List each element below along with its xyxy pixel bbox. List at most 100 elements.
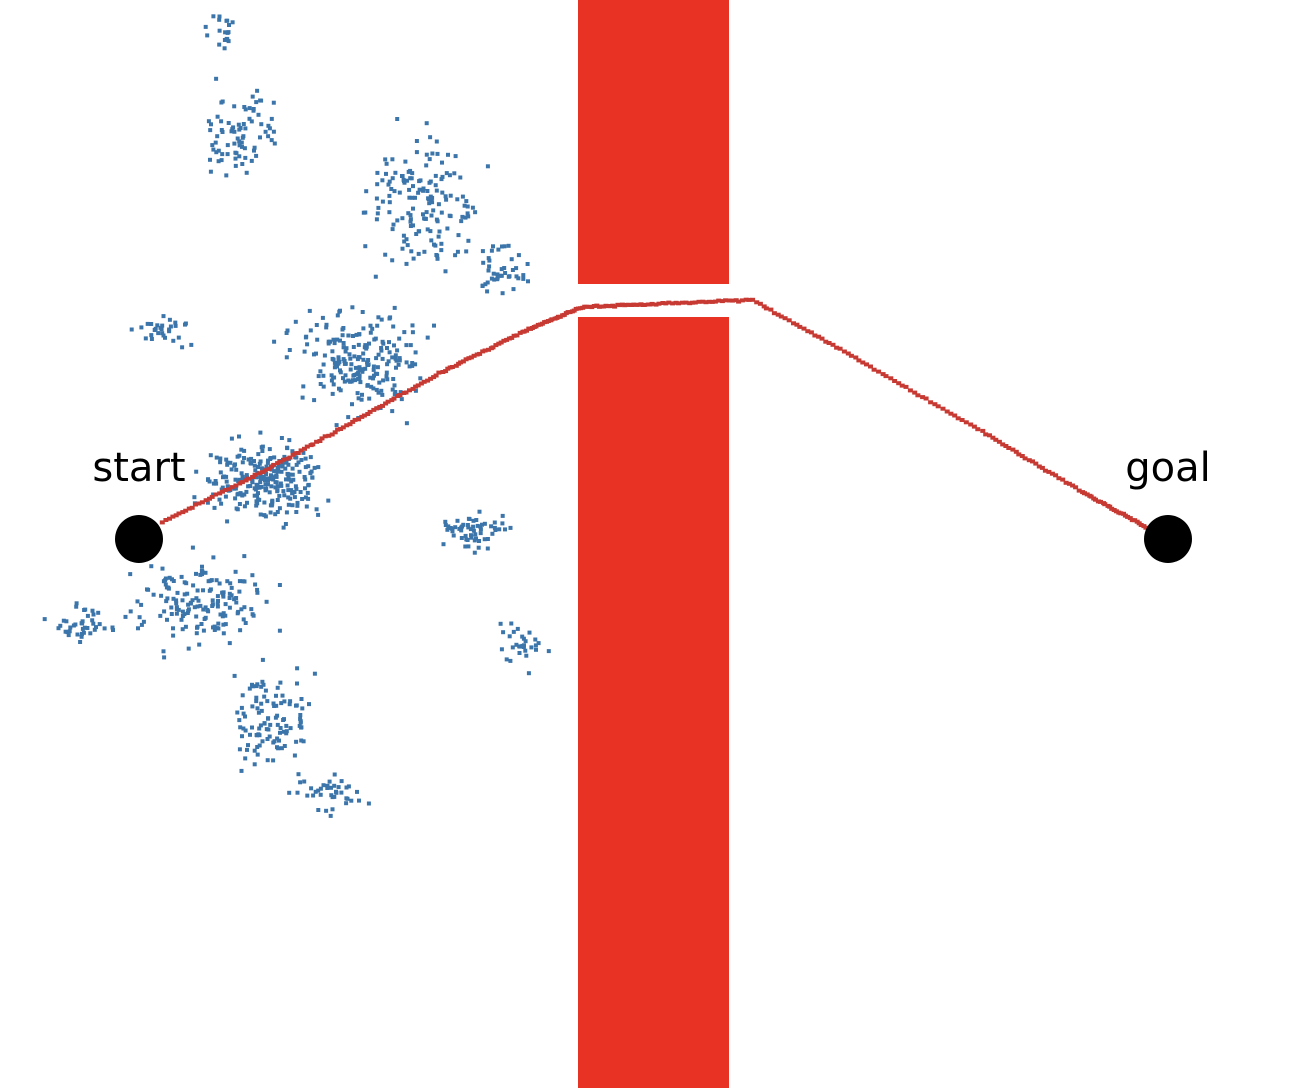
path-point (233, 483, 239, 488)
explored-point (456, 233, 461, 238)
explored-point (318, 382, 323, 386)
path-point (816, 334, 822, 339)
path-point (944, 409, 950, 414)
explored-point (239, 471, 244, 476)
explored-point (302, 475, 307, 479)
explored-point (455, 518, 460, 523)
explored-point (275, 685, 280, 690)
explored-point (395, 218, 400, 223)
explored-point (273, 715, 278, 720)
explored-point (294, 462, 299, 467)
explored-point (300, 497, 305, 501)
explored-point (240, 144, 244, 149)
explored-point (208, 587, 213, 592)
explored-point (336, 357, 341, 362)
explored-point (275, 498, 280, 502)
explored-point (241, 134, 246, 139)
explored-point (480, 249, 485, 254)
explored-point (83, 607, 88, 612)
explored-point (174, 611, 179, 616)
explored-point (245, 500, 249, 505)
path-point (281, 457, 286, 462)
path-point (356, 417, 362, 422)
explored-point (486, 268, 491, 273)
explored-point (380, 199, 385, 204)
explored-point (390, 176, 395, 181)
path-point (298, 448, 304, 453)
explored-point (461, 522, 466, 527)
explored-point (206, 609, 211, 614)
path-point (1022, 456, 1028, 461)
explored-point (400, 246, 405, 251)
explored-point (303, 465, 308, 470)
explored-point (304, 504, 309, 509)
explored-point (149, 337, 154, 341)
explored-point (199, 622, 204, 626)
explored-point (343, 373, 348, 378)
path-point (841, 349, 847, 354)
explored-point (380, 178, 385, 183)
explored-point (286, 472, 290, 477)
explored-point (522, 643, 526, 648)
explored-point (252, 459, 256, 463)
explored-point (445, 527, 450, 532)
explored-point (367, 341, 371, 346)
path-point (193, 502, 198, 507)
explored-point (258, 474, 263, 479)
path-point (203, 498, 209, 503)
explored-point (328, 813, 333, 818)
explored-point (291, 477, 296, 482)
explored-point (470, 205, 475, 210)
path-point (750, 297, 756, 302)
explored-point (241, 617, 246, 622)
explored-point (241, 711, 246, 716)
path-point (250, 475, 256, 479)
explored-point (385, 362, 390, 367)
explored-point (485, 289, 490, 294)
explored-point (247, 686, 252, 691)
explored-point (338, 338, 342, 343)
explored-point (286, 488, 291, 493)
path-point (463, 357, 469, 362)
explored-point (407, 195, 412, 200)
path-point (329, 432, 335, 437)
explored-point (511, 287, 516, 292)
explored-point (286, 495, 291, 500)
explored-point (221, 611, 226, 616)
explored-point (94, 625, 98, 630)
explored-point (139, 325, 144, 330)
explored-point (376, 315, 381, 320)
explored-point (217, 14, 222, 19)
explored-point (255, 706, 260, 711)
explored-point (74, 601, 79, 606)
explored-point (143, 336, 148, 341)
path-point (167, 516, 172, 521)
explored-point (183, 624, 188, 629)
explored-point (298, 716, 303, 721)
explored-point (135, 599, 140, 604)
explored-point (164, 599, 169, 604)
explored-point (220, 614, 225, 619)
path-point (948, 411, 954, 416)
explored-point (61, 618, 66, 623)
explored-point (278, 680, 283, 685)
explored-point (258, 723, 263, 728)
explored-point (499, 647, 504, 652)
path-point (361, 413, 367, 418)
explored-point (324, 808, 329, 813)
explored-point (278, 726, 283, 730)
path-point (975, 427, 981, 432)
explored-point (329, 785, 333, 790)
explored-point (279, 701, 284, 706)
explored-point (466, 214, 471, 219)
explored-point (279, 483, 284, 488)
path-point (968, 422, 974, 427)
explored-point (234, 151, 239, 156)
explored-point (337, 309, 342, 314)
explored-point (335, 313, 340, 318)
explored-point (430, 200, 435, 205)
explored-point (171, 633, 176, 638)
explored-point (266, 123, 271, 128)
explored-point (162, 655, 167, 660)
explored-point (215, 594, 220, 599)
